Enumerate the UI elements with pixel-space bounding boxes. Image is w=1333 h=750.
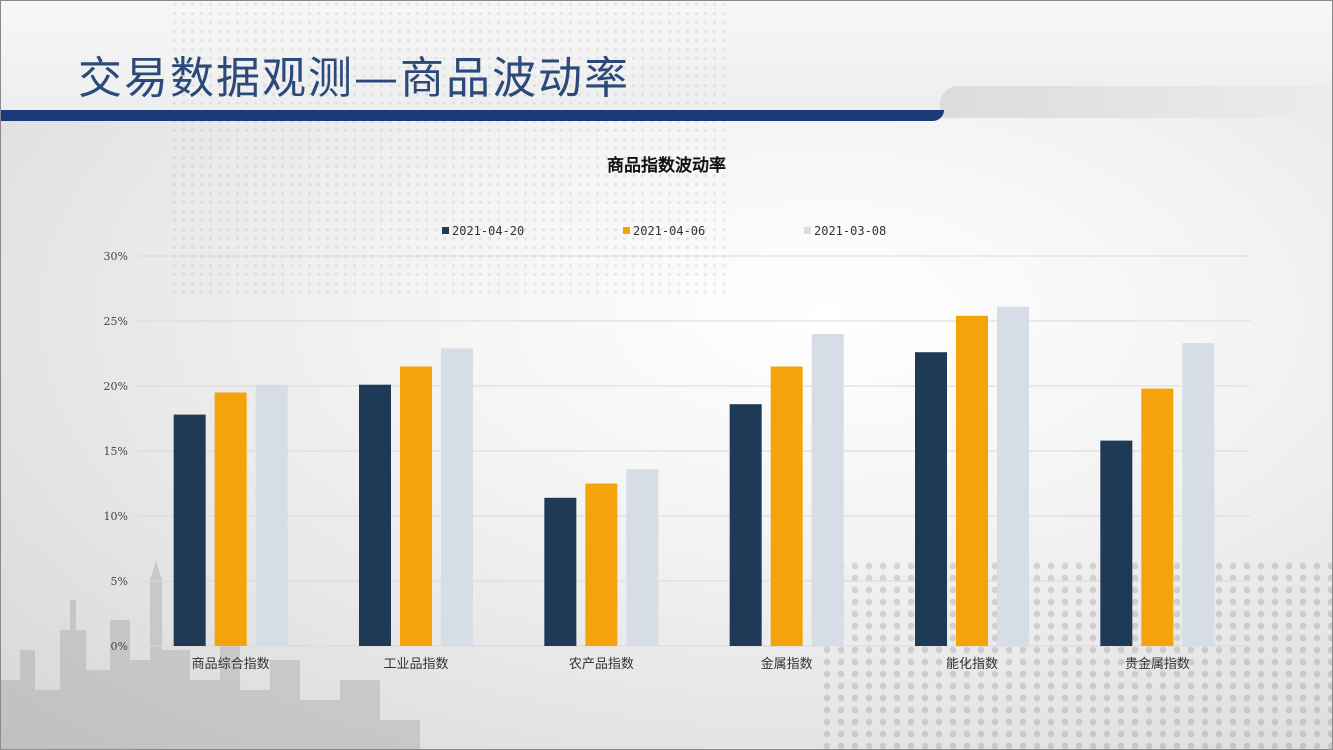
x-tick-label: 工业品指数 bbox=[383, 657, 448, 672]
legend-swatch bbox=[804, 227, 811, 234]
legend-label: 2021-04-20 bbox=[452, 224, 524, 238]
bar bbox=[441, 348, 473, 646]
chart-gridlines bbox=[138, 255, 1250, 647]
x-tick-label: 商品综合指数 bbox=[192, 657, 270, 672]
y-tick-label: 0% bbox=[111, 640, 128, 653]
y-tick-label: 25% bbox=[104, 315, 128, 328]
x-tick-label: 农产品指数 bbox=[569, 657, 634, 672]
bar bbox=[811, 334, 844, 646]
bar bbox=[400, 366, 432, 646]
page-title: 交易数据观测—商品波动率 bbox=[78, 53, 630, 104]
bar bbox=[626, 469, 659, 646]
bar bbox=[544, 497, 577, 646]
bar bbox=[1141, 388, 1174, 646]
x-axis-ticks: 商品综合指数 工业品指数 农产品指数 金属指数 能化指数 贵金属指数 bbox=[192, 656, 1190, 672]
bar bbox=[173, 414, 206, 646]
header-band-accent bbox=[940, 86, 1333, 118]
y-tick-label: 5% bbox=[111, 575, 128, 588]
bar bbox=[915, 352, 947, 646]
bar bbox=[729, 404, 762, 646]
title-underline-bar bbox=[0, 110, 944, 121]
bar bbox=[255, 384, 288, 646]
legend-swatch bbox=[442, 227, 449, 234]
bar bbox=[956, 315, 988, 646]
x-tick-label: 金属指数 bbox=[761, 656, 813, 672]
x-tick-label: 贵金属指数 bbox=[1125, 656, 1190, 672]
world-map-dots bbox=[170, 0, 730, 300]
y-axis-ticks: 0% 5% 10% 15% 20% 25% 30% bbox=[104, 250, 128, 653]
bar bbox=[214, 392, 247, 646]
chart-title: 商品指数波动率 bbox=[607, 156, 726, 176]
bar bbox=[359, 384, 391, 646]
legend-label: 2021-03-08 bbox=[814, 224, 886, 238]
legend-swatch bbox=[623, 227, 630, 234]
y-tick-label: 15% bbox=[104, 445, 128, 458]
city-skyline-graphic bbox=[0, 560, 420, 750]
bar bbox=[770, 366, 803, 646]
bar bbox=[585, 483, 618, 646]
chart-legend: 2021-04-20 2021-04-06 2021-03-08 bbox=[442, 224, 886, 238]
x-tick-label: 能化指数 bbox=[946, 657, 998, 672]
decorative-dots bbox=[820, 560, 1333, 750]
bar bbox=[1182, 343, 1215, 646]
chart-bars bbox=[173, 306, 1215, 646]
bar bbox=[1100, 440, 1133, 646]
y-tick-label: 20% bbox=[104, 380, 128, 393]
y-tick-label: 10% bbox=[104, 510, 128, 523]
legend-label: 2021-04-06 bbox=[633, 224, 705, 238]
bar bbox=[997, 306, 1029, 646]
y-tick-label: 30% bbox=[104, 250, 128, 263]
